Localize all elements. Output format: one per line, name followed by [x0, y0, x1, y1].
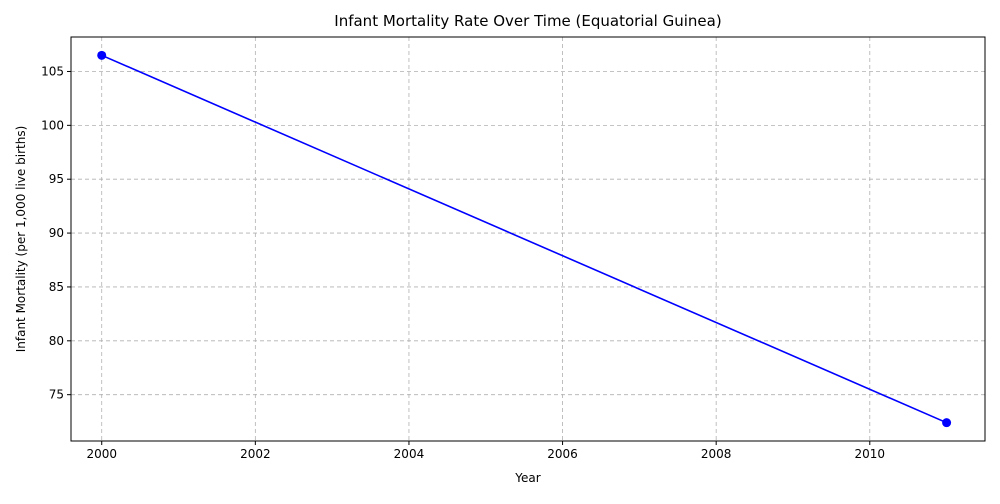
x-tick-label: 2008: [701, 447, 732, 461]
axes: 2000 2002 2004 2006 2008 2010 75 80 85 90 95 100 105: [41, 64, 885, 461]
x-tick-label: 2010: [855, 447, 886, 461]
series-layer: [97, 50, 952, 428]
plot-frame: [70, 36, 986, 442]
grid: [71, 37, 985, 441]
y-tick-label: 100: [41, 118, 64, 132]
data-point: [942, 418, 952, 428]
y-tick-label: 85: [49, 280, 64, 294]
x-tick-label: 2004: [394, 447, 425, 461]
y-tick-label: 80: [49, 334, 64, 348]
series-line: [101, 54, 947, 424]
y-tick-label: 75: [49, 388, 64, 402]
x-axis-label: Year: [514, 471, 540, 485]
x-tick-label: 2002: [240, 447, 271, 461]
y-axis-label: Infant Mortality (per 1,000 live births): [14, 126, 28, 353]
y-tick-label: 105: [41, 64, 64, 78]
data-point: [97, 50, 107, 60]
x-tick-label: 2006: [547, 447, 578, 461]
x-tick-label: 2000: [86, 447, 117, 461]
y-tick-label: 90: [49, 226, 64, 240]
y-tick-label: 95: [49, 172, 64, 186]
chart-title: Infant Mortality Rate Over Time (Equator…: [334, 12, 721, 30]
